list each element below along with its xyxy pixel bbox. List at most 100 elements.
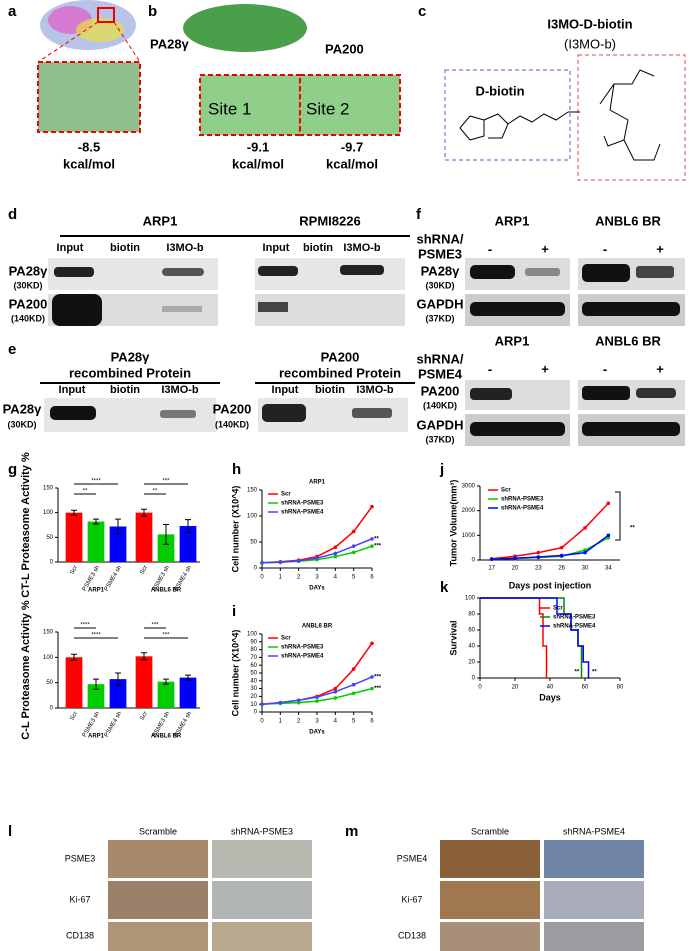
series-line <box>480 597 548 679</box>
error-bar <box>93 518 99 525</box>
x-tick-label: Scr <box>139 711 149 722</box>
point <box>536 555 541 559</box>
point <box>351 682 356 687</box>
y-axis-label: Survival <box>448 620 458 655</box>
label: ARP1 <box>495 333 530 348</box>
label: CD138 <box>66 930 94 940</box>
point <box>333 696 338 700</box>
label: + <box>541 241 549 256</box>
point <box>606 533 611 538</box>
label: (37KD) <box>425 434 454 444</box>
biotin-box <box>444 69 571 161</box>
bar <box>87 521 105 562</box>
error-bar <box>71 509 77 516</box>
x-tick-label: 2 <box>297 575 301 581</box>
indole-box <box>577 54 686 181</box>
y-tick-label: 1000 <box>462 533 476 539</box>
title: PA200 <box>321 349 360 364</box>
y-tick-label: 80 <box>468 612 475 618</box>
legend-label: Scr <box>553 606 563 612</box>
legend-label: shRNA-PSME4 <box>281 510 324 516</box>
group-label: ARP1 <box>88 588 105 594</box>
cell-line: ARP1 <box>143 213 178 228</box>
series-line <box>491 534 609 561</box>
y-tick-label: 100 <box>465 596 476 602</box>
label: biotin <box>303 242 333 254</box>
point <box>351 667 356 671</box>
energy: -9.1 <box>247 139 269 154</box>
label: biotin <box>315 384 345 396</box>
label: biotin <box>110 242 140 254</box>
row-size: (30KD) <box>7 419 36 429</box>
y-tick-label: 100 <box>247 632 258 638</box>
panel-label: h <box>232 461 241 478</box>
y-tick-label: 2000 <box>462 508 476 514</box>
y-tick-label: 90 <box>250 639 257 645</box>
protein-structure <box>40 0 136 50</box>
annotation: ** <box>83 489 88 495</box>
x-tick-label: 3 <box>315 719 319 725</box>
y-axis-label: Cell number (X10^4) <box>230 630 240 717</box>
error-bar <box>185 519 191 533</box>
y-tick-label: 150 <box>43 486 54 492</box>
label: Input <box>272 384 299 396</box>
x-tick-label: 4 <box>334 719 338 725</box>
label: I3MO-b <box>161 384 199 396</box>
point <box>296 698 301 703</box>
x-tick-label: 20 <box>512 566 519 572</box>
label: shRNA-PSME4 <box>563 826 625 836</box>
unit: kcal/mol <box>232 156 284 171</box>
panel-label: m <box>345 823 358 840</box>
x-tick-label: Scr <box>139 565 149 576</box>
panel-label: e <box>8 341 16 358</box>
bar <box>109 679 127 708</box>
bar <box>65 512 83 562</box>
y-tick-label: 100 <box>43 655 54 661</box>
bar <box>179 525 197 562</box>
point <box>351 544 356 548</box>
group-label: ANBL6 BR <box>151 588 182 594</box>
point <box>370 537 374 541</box>
label: Scramble <box>139 826 177 836</box>
panel-label: b <box>148 3 157 20</box>
label: - <box>603 241 607 256</box>
compound-abbr: (I3MO-b) <box>564 36 616 51</box>
zoom-line <box>37 21 141 63</box>
annotation: ** <box>374 536 379 542</box>
label: Ki-67 <box>401 894 422 904</box>
label: PSME3 <box>65 853 96 863</box>
point <box>583 526 587 530</box>
group-label: ANBL6 BR <box>151 734 182 740</box>
panel-label: k <box>440 579 449 596</box>
y-tick-label: 50 <box>250 540 257 546</box>
panel-label: d <box>8 206 17 223</box>
label: (37KD) <box>425 313 454 323</box>
micrographs <box>108 840 644 951</box>
x-tick-label: 1 <box>279 575 283 581</box>
site-label: Site 1 <box>208 99 251 118</box>
label: I3MO-b <box>166 242 204 254</box>
panel-label: g <box>8 461 17 478</box>
y-axis-label: CT-L Proteasome Activity % <box>20 452 32 598</box>
y-tick-label: 20 <box>250 694 257 700</box>
label: + <box>656 241 664 256</box>
legend-label: shRNA-PSME3 <box>281 501 324 507</box>
legend-label: shRNA-PSME3 <box>501 497 544 503</box>
chemical-structure <box>459 69 661 161</box>
y-tick-label: 60 <box>250 663 257 669</box>
error-bar <box>115 518 121 535</box>
zoom-box <box>299 74 401 136</box>
x-tick-label: 60 <box>582 685 589 691</box>
legend-label: shRNA-PSME4 <box>553 624 596 630</box>
legend-label: Scr <box>501 488 511 494</box>
bar <box>135 512 153 562</box>
title: recombined Protein <box>69 365 191 380</box>
x-tick-label: 40 <box>547 685 554 691</box>
error-bar <box>141 508 147 517</box>
series-line <box>480 597 583 679</box>
label: CD138 <box>398 930 426 940</box>
title: PA28γ <box>111 349 151 364</box>
point <box>315 695 319 699</box>
panel-label: c <box>418 3 426 20</box>
